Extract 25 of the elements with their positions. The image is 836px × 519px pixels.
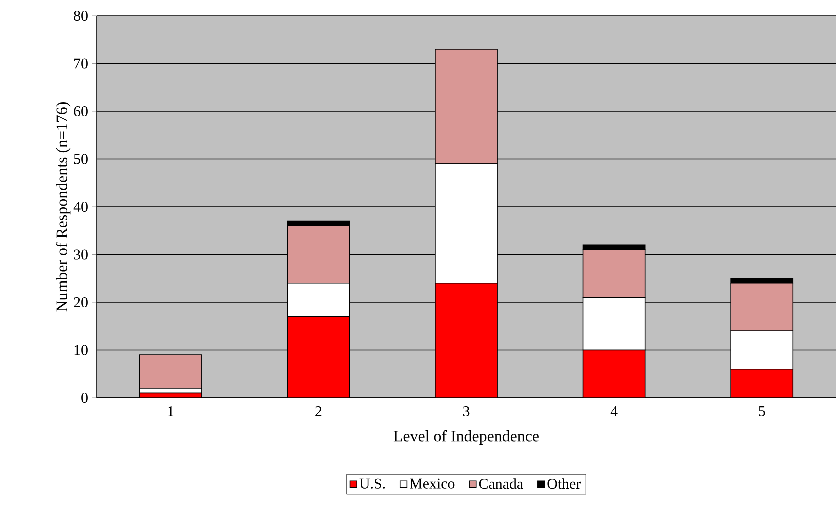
x-tick-label: 4 — [610, 406, 618, 416]
bar — [139, 354, 202, 389]
legend-label: U.S. — [360, 478, 386, 489]
y-tick-label: 40 — [74, 202, 88, 212]
x-tick-label: 1 — [168, 406, 174, 416]
legend-label: Other — [548, 478, 582, 490]
y-tick-label: 20 — [74, 297, 88, 308]
y-tick-label: 50 — [74, 154, 88, 164]
bar — [435, 283, 498, 398]
bar — [730, 368, 794, 398]
y-tick-label: 80 — [74, 10, 88, 22]
y-tick-label: 10 — [74, 345, 88, 356]
legend-label: Mexico — [410, 478, 455, 489]
y-tick-label: 70 — [74, 58, 88, 69]
x-tick-label: 3 — [463, 406, 470, 417]
x-axis-title: Level of Independence — [394, 430, 539, 445]
legend-label: Canada — [479, 478, 524, 490]
bar — [582, 350, 646, 398]
y-tick-label: 60 — [74, 106, 88, 117]
x-tick-label: 5 — [759, 406, 766, 416]
y-tick-label: 0 — [82, 392, 88, 404]
x-tick-label: 2 — [316, 406, 322, 416]
bar — [287, 316, 350, 398]
y-tick-label: 30 — [74, 250, 88, 260]
y-axis-title: Number of Respondents (n=176) — [56, 102, 71, 312]
